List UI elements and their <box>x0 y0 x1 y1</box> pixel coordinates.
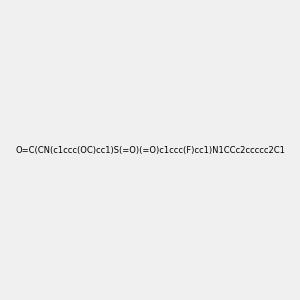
Text: O=C(CN(c1ccc(OC)cc1)S(=O)(=O)c1ccc(F)cc1)N1CCc2ccccc2C1: O=C(CN(c1ccc(OC)cc1)S(=O)(=O)c1ccc(F)cc1… <box>15 146 285 154</box>
